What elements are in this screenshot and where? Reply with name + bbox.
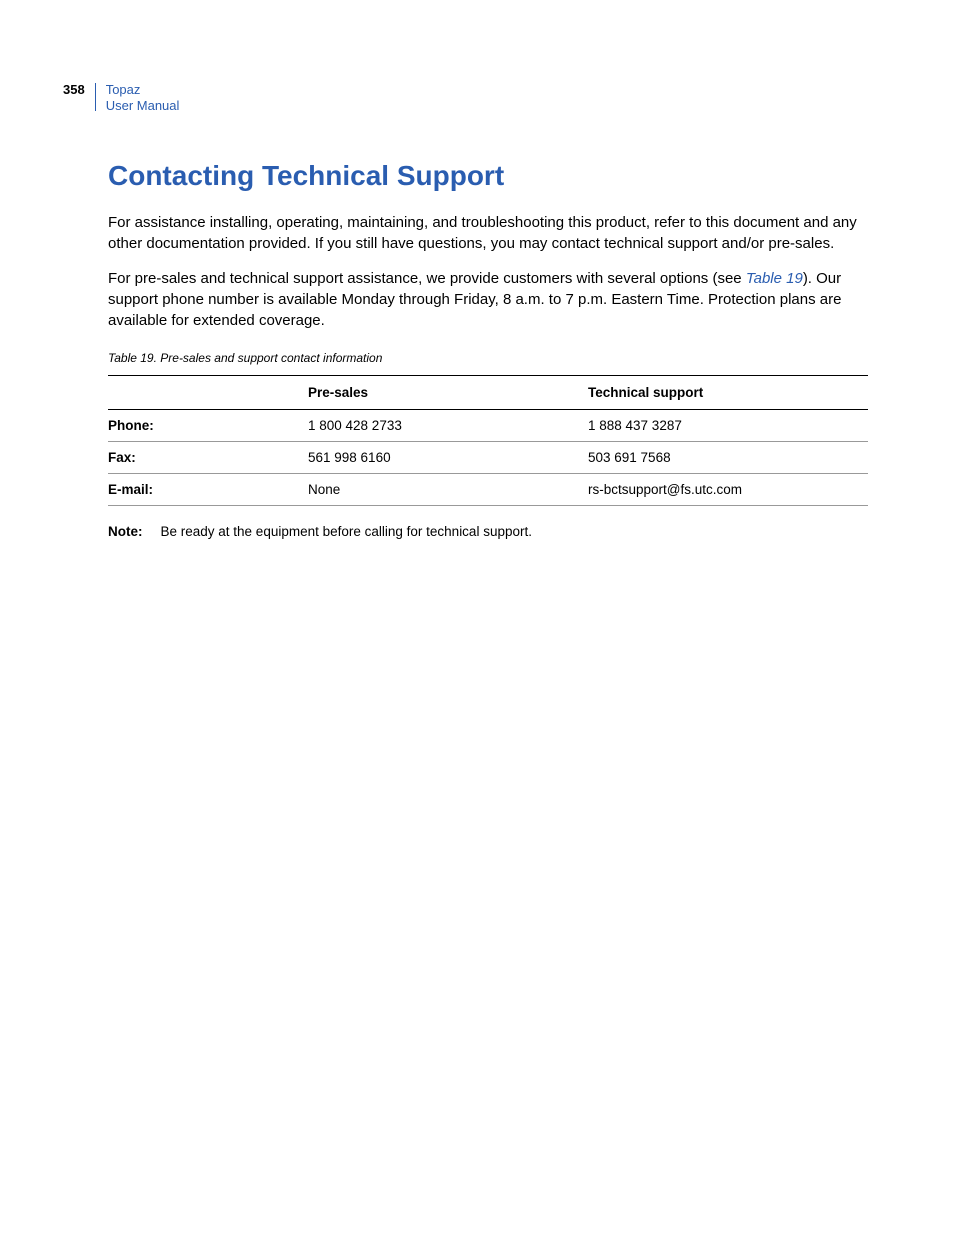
table-header-row: Pre-sales Technical support: [108, 376, 868, 410]
page-number: 358: [63, 82, 85, 97]
section-heading: Contacting Technical Support: [108, 160, 868, 192]
paragraph2-text-before-link: For pre-sales and technical support assi…: [108, 270, 746, 287]
table-caption: Table 19. Pre-sales and support contact …: [108, 351, 868, 365]
note-text: Be ready at the equipment before calling…: [161, 524, 532, 539]
row-label-fax: Fax:: [108, 442, 308, 474]
note-section: Note: Be ready at the equipment before ca…: [108, 524, 868, 539]
header-product-name: Topaz: [106, 82, 180, 98]
table-row: Fax: 561 998 6160 503 691 7568: [108, 442, 868, 474]
email-tech: rs-bctsupport@fs.utc.com: [588, 474, 868, 506]
main-content: Contacting Technical Support For assista…: [108, 160, 868, 539]
row-label-phone: Phone:: [108, 410, 308, 442]
email-presales: None: [308, 474, 588, 506]
table-row: Phone: 1 800 428 2733 1 888 437 3287: [108, 410, 868, 442]
header-document-type: User Manual: [106, 98, 180, 114]
table-reference-link[interactable]: Table 19: [746, 270, 803, 287]
contact-table: Pre-sales Technical support Phone: 1 800…: [108, 375, 868, 506]
row-label-email: E-mail:: [108, 474, 308, 506]
table-header-tech: Technical support: [588, 376, 868, 410]
fax-tech: 503 691 7568: [588, 442, 868, 474]
table-header-presales: Pre-sales: [308, 376, 588, 410]
header-divider: [95, 83, 96, 111]
table-row: E-mail: None rs-bctsupport@fs.utc.com: [108, 474, 868, 506]
page-header: 358 Topaz User Manual: [63, 82, 179, 113]
phone-tech: 1 888 437 3287: [588, 410, 868, 442]
phone-presales: 1 800 428 2733: [308, 410, 588, 442]
header-titles: Topaz User Manual: [106, 82, 180, 113]
intro-paragraph-1: For assistance installing, operating, ma…: [108, 212, 868, 254]
fax-presales: 561 998 6160: [308, 442, 588, 474]
intro-paragraph-2: For pre-sales and technical support assi…: [108, 268, 868, 331]
note-label: Note:: [108, 524, 143, 539]
table-header-empty: [108, 376, 308, 410]
